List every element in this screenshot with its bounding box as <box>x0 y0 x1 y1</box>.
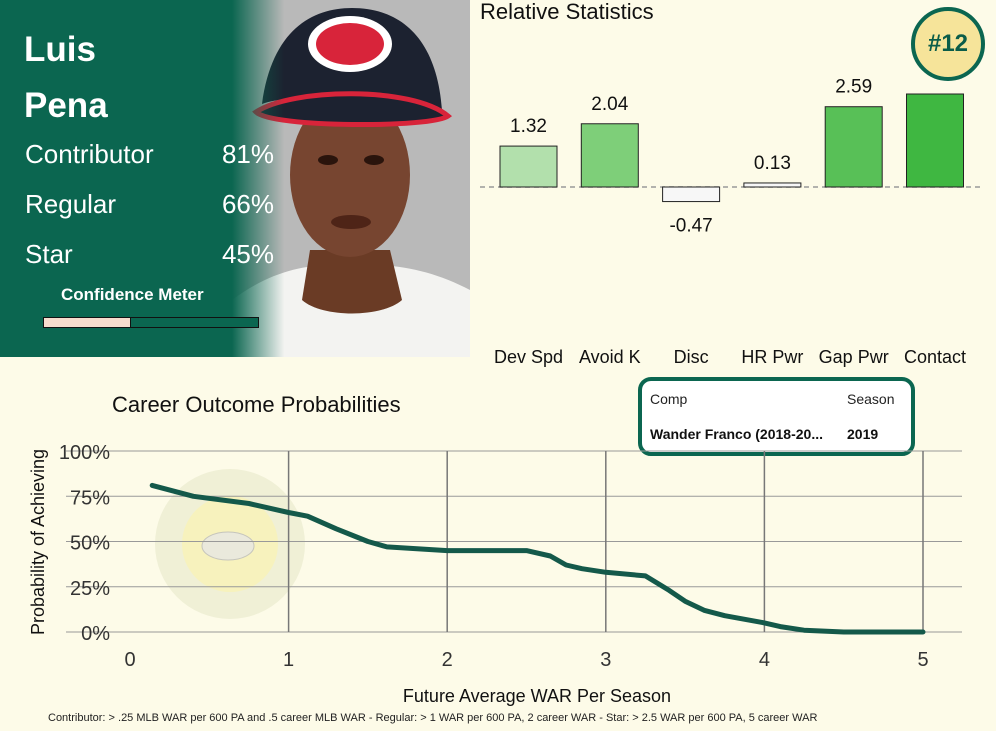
player-card: Luis Pena Contributor 81% Regular 66% St… <box>0 0 470 357</box>
y-axis-title: Probability of Achieving <box>28 449 48 635</box>
x-tick-label-1: 1 <box>283 649 294 671</box>
rank-badge: #12 <box>911 7 985 81</box>
bar-4 <box>824 106 883 188</box>
bar-value-label-0: 1.32 <box>510 116 547 137</box>
player-photo <box>232 0 470 357</box>
bar-value-label-1: 2.04 <box>591 94 628 115</box>
bar-value-label-4: 2.59 <box>835 77 872 98</box>
career-outcome-chart: 0% 25% 50% 75% 100% 0 1 2 3 4 5 Future Average WAR … <box>28 442 962 706</box>
bar-1 <box>580 123 639 188</box>
career-chart-title: Career Outcome Probabilities <box>112 392 401 417</box>
player-first-name: Luis <box>24 30 96 69</box>
category-label-4: Gap Pwr <box>819 347 889 367</box>
bar-value-label-2: -0.47 <box>669 216 712 237</box>
y-tick-label-2: 50% <box>70 533 110 555</box>
confidence-meter-label: Confidence Meter <box>61 285 204 304</box>
y-tick-label-4: 100% <box>59 442 110 464</box>
season-header: Season <box>847 391 895 407</box>
x-tick-label-2: 2 <box>442 649 453 671</box>
outcome-value-star: 45% <box>221 239 274 269</box>
y-tick-label-3: 75% <box>70 487 110 509</box>
confidence-meter <box>43 317 259 328</box>
bar-value-label-3: 0.13 <box>754 153 791 174</box>
outcome-label-contributor: Contributor <box>25 139 154 169</box>
comp-table: Comp Season Wander Franco (2018-20... 20… <box>638 377 915 456</box>
category-label-3: HR Pwr <box>741 347 803 367</box>
x-tick-label-5: 5 <box>917 649 928 671</box>
comp-header: Comp <box>650 391 688 407</box>
y-tick-label-1: 25% <box>70 578 110 600</box>
outcome-value-regular: 66% <box>221 189 274 219</box>
x-tick-label-3: 3 <box>600 649 611 671</box>
category-label-0: Dev Spd <box>494 347 563 367</box>
outcome-value-contributor: 81% <box>221 139 274 169</box>
x-axis-title: Future Average WAR Per Season <box>403 686 671 706</box>
bar-3 <box>743 182 802 188</box>
relative-stats-chart: 1.32 Dev Spd 2.04 Avoid K -0.47 Disc 0.13 HR Pw… <box>480 77 980 367</box>
player-last-name: Pena <box>24 86 108 125</box>
bar-5 <box>906 93 964 188</box>
bar-0 <box>499 145 558 188</box>
category-label-2: Disc <box>674 347 709 367</box>
y-tick-label-0: 0% <box>81 623 110 645</box>
confidence-meter-fill <box>44 318 131 327</box>
oyster-icon <box>201 531 255 561</box>
x-tick-label-4: 4 <box>759 649 770 671</box>
probability-line <box>149 482 926 635</box>
bar-2 <box>662 186 721 203</box>
footnote: Contributor: > .25 MLB WAR per 600 PA an… <box>48 712 818 724</box>
category-label-5: Contact <box>904 347 966 367</box>
relative-stats-title: Relative Statistics <box>480 0 654 24</box>
category-label-1: Avoid K <box>579 347 641 367</box>
comp-value: Wander Franco (2018-20... <box>650 426 823 442</box>
season-value: 2019 <box>847 426 879 442</box>
outcome-label-regular: Regular <box>25 189 117 219</box>
outcome-label-star: Star <box>25 239 73 269</box>
x-tick-label-0: 0 <box>124 649 135 671</box>
